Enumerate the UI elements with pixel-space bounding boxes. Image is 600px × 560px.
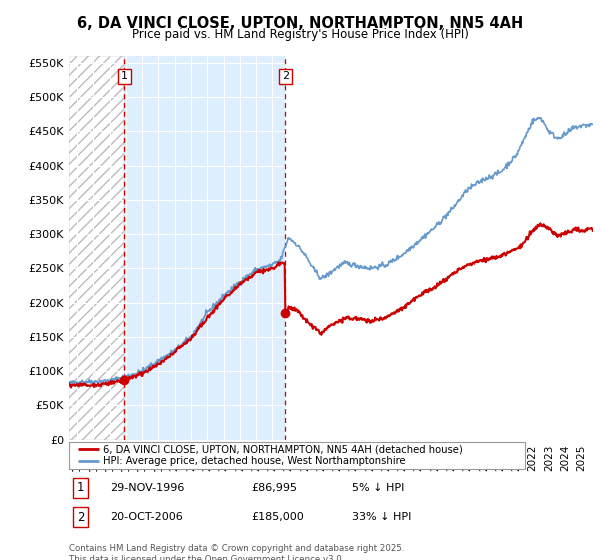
Text: 6, DA VINCI CLOSE, UPTON, NORTHAMPTON, NN5 4AH: 6, DA VINCI CLOSE, UPTON, NORTHAMPTON, N… [77,16,523,31]
Text: 2: 2 [282,71,289,81]
Text: 6, DA VINCI CLOSE, UPTON, NORTHAMPTON, NN5 4AH (detached house): 6, DA VINCI CLOSE, UPTON, NORTHAMPTON, N… [103,444,463,454]
Text: £86,995: £86,995 [251,483,298,493]
Text: 1: 1 [121,71,128,81]
Text: £185,000: £185,000 [251,512,304,522]
Text: 29-NOV-1996: 29-NOV-1996 [110,483,184,493]
Bar [69,56,124,440]
Text: 1: 1 [77,481,84,494]
Text: HPI: Average price, detached house, West Northamptonshire: HPI: Average price, detached house, West… [103,456,406,466]
Bar [286,56,593,440]
Text: 33% ↓ HPI: 33% ↓ HPI [352,512,411,522]
Text: 2: 2 [77,511,84,524]
Text: Price paid vs. HM Land Registry's House Price Index (HPI): Price paid vs. HM Land Registry's House … [131,28,469,41]
Text: 5% ↓ HPI: 5% ↓ HPI [352,483,404,493]
Bar [69,56,124,440]
FancyBboxPatch shape [69,442,525,469]
Text: 20-OCT-2006: 20-OCT-2006 [110,512,183,522]
Text: Contains HM Land Registry data © Crown copyright and database right 2025.
This d: Contains HM Land Registry data © Crown c… [69,544,404,560]
